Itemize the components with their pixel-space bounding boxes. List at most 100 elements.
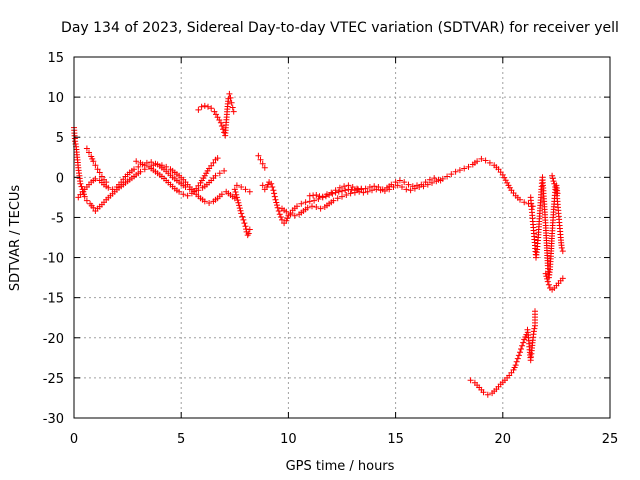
y-tick-label: 5 xyxy=(56,131,64,146)
x-axis-title: GPS time / hours xyxy=(286,459,395,474)
data-point xyxy=(137,159,144,166)
y-tick-label: -15 xyxy=(43,292,64,307)
data-point xyxy=(351,187,358,194)
data-point xyxy=(180,191,187,198)
data-point xyxy=(234,197,241,204)
data-point xyxy=(239,213,246,220)
data-point xyxy=(545,281,552,288)
data-point xyxy=(544,278,551,285)
data-point xyxy=(294,203,300,210)
data-point xyxy=(268,180,275,187)
data-point xyxy=(148,159,155,166)
data-point xyxy=(371,183,378,190)
data-point xyxy=(341,183,348,190)
data-point xyxy=(208,105,215,112)
data-point xyxy=(83,197,90,204)
data-point xyxy=(176,188,183,195)
data-point xyxy=(291,212,298,219)
data-point xyxy=(274,202,280,209)
data-point xyxy=(403,186,410,193)
data-point xyxy=(94,166,101,173)
data-point xyxy=(77,180,84,187)
data-point xyxy=(221,167,228,174)
data-point xyxy=(216,170,223,177)
data-point xyxy=(339,188,345,194)
data-point xyxy=(218,123,225,129)
data-point xyxy=(233,191,240,198)
data-point xyxy=(236,205,243,212)
data-point xyxy=(514,355,521,362)
data-point xyxy=(233,182,240,189)
data-point xyxy=(373,186,380,193)
data-point xyxy=(364,188,371,195)
data-point xyxy=(98,173,105,180)
data-point xyxy=(336,184,343,191)
data-point xyxy=(226,90,233,97)
data-point xyxy=(275,208,282,214)
data-point xyxy=(558,244,565,251)
data-point xyxy=(551,180,558,187)
y-tick-label: 10 xyxy=(47,91,64,106)
data-point xyxy=(238,184,245,190)
data-point xyxy=(517,196,523,203)
data-point xyxy=(401,179,408,186)
data-point xyxy=(532,308,538,315)
data-point xyxy=(486,159,493,166)
y-tick-label: -30 xyxy=(43,412,64,427)
data-point xyxy=(339,193,345,200)
data-point xyxy=(186,186,193,193)
data-point xyxy=(201,198,208,205)
data-point xyxy=(131,166,137,173)
data-point xyxy=(109,186,116,193)
data-point xyxy=(519,342,526,349)
data-point xyxy=(201,102,208,109)
data-point xyxy=(416,184,423,190)
x-tick-label: 10 xyxy=(280,432,297,447)
data-point xyxy=(241,220,248,227)
data-point xyxy=(195,106,202,113)
data-point xyxy=(399,184,405,190)
data-point xyxy=(390,184,397,190)
data-point xyxy=(482,157,489,164)
data-point xyxy=(96,169,103,176)
data-point xyxy=(369,187,375,194)
data-point xyxy=(261,164,268,171)
data-point xyxy=(559,275,566,282)
data-point xyxy=(467,377,474,384)
data-point xyxy=(326,192,333,198)
axis-ticks: 0 5 10 15 20 25 -30 -25 -20 -15 -10 -5 0 5 10 15 xyxy=(43,51,619,447)
data-point xyxy=(137,168,144,175)
data-point xyxy=(231,186,238,193)
data-point xyxy=(343,192,350,198)
data-point xyxy=(392,179,399,186)
data-point xyxy=(552,184,559,190)
data-point xyxy=(259,160,266,167)
data-point xyxy=(329,190,336,197)
data-point xyxy=(92,162,99,169)
data-point xyxy=(135,163,142,170)
data-point xyxy=(420,183,427,190)
data-point xyxy=(259,182,266,189)
data-point xyxy=(103,179,110,186)
data-point xyxy=(377,187,384,194)
data-point xyxy=(342,187,349,194)
data-point xyxy=(411,185,418,192)
data-point xyxy=(332,189,339,196)
data-point xyxy=(424,181,431,188)
data-point xyxy=(246,188,253,195)
data-point xyxy=(512,362,519,369)
data-point xyxy=(255,152,262,159)
y-tick-label: -10 xyxy=(43,252,64,267)
data-point xyxy=(517,349,523,356)
data-point xyxy=(229,104,236,111)
data-point xyxy=(240,216,247,223)
data-point xyxy=(319,194,326,201)
data-point xyxy=(448,171,455,178)
data-point xyxy=(542,270,549,277)
data-point xyxy=(274,204,281,211)
data-point xyxy=(198,103,205,110)
data-point xyxy=(206,200,213,206)
y-tick-label: 0 xyxy=(56,171,64,186)
data-point xyxy=(334,195,341,202)
